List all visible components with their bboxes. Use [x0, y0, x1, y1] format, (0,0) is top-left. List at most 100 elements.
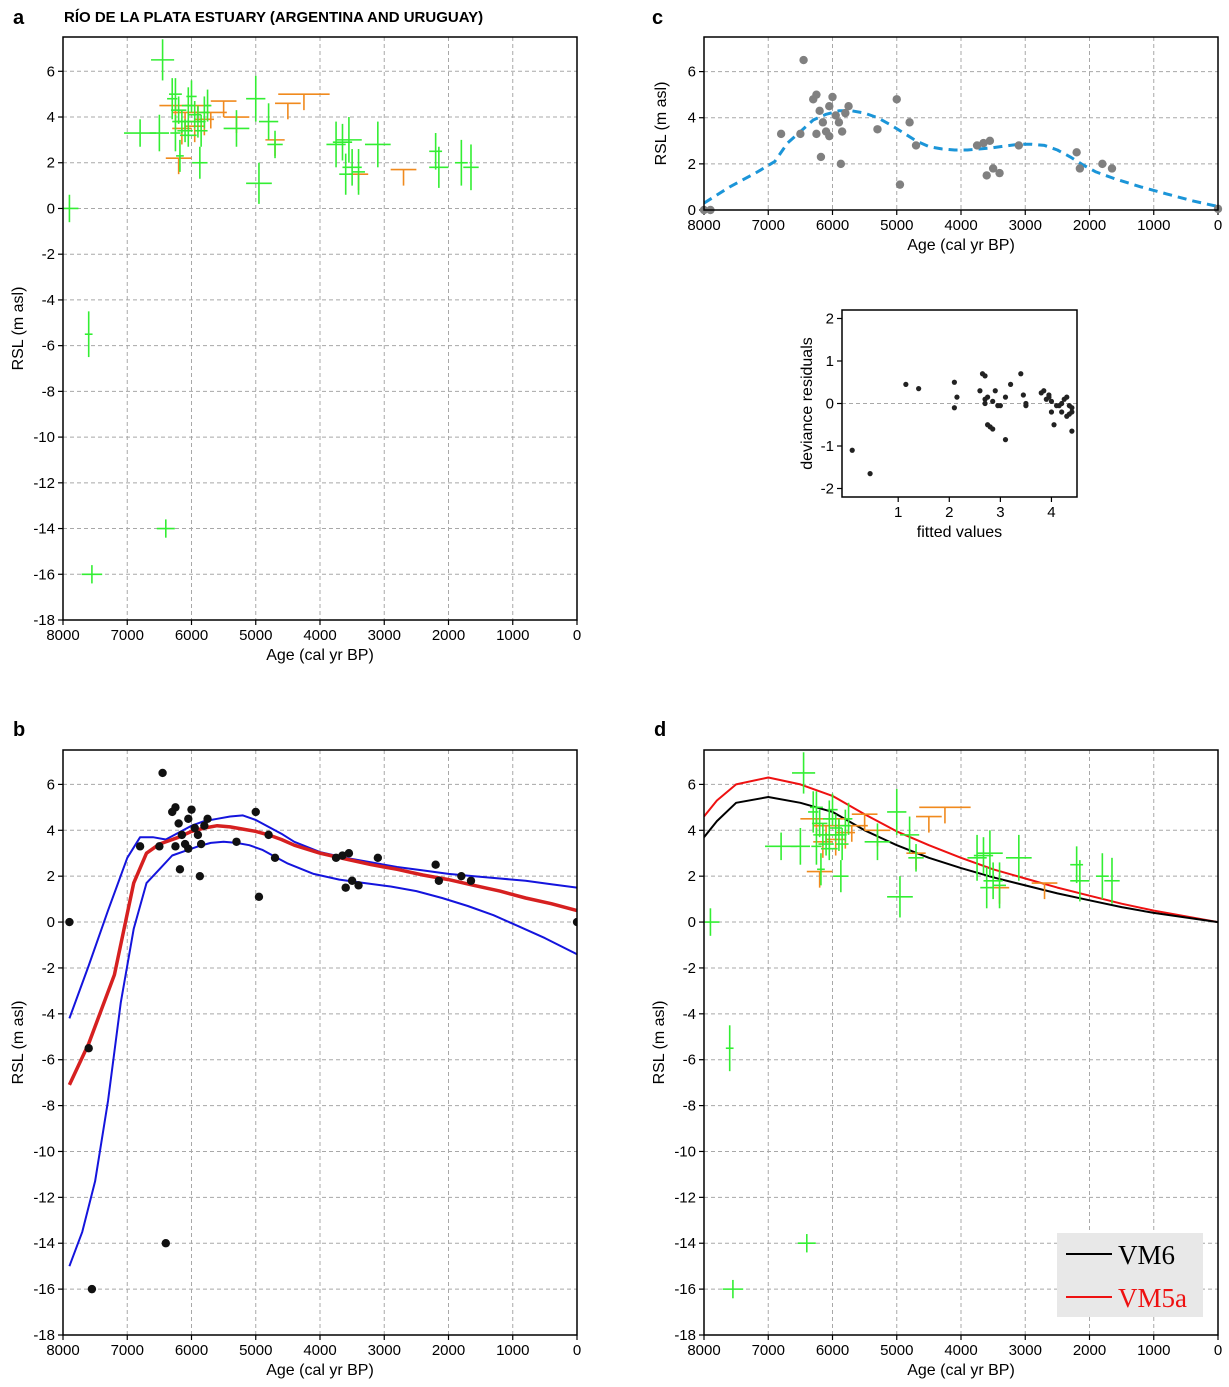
data-point: [895, 180, 905, 189]
y-tick-label: -12: [674, 1189, 696, 1206]
data-point: [985, 136, 995, 145]
x-tick-label: 5000: [239, 627, 272, 644]
index-point: [177, 119, 193, 143]
residual-point: [849, 447, 855, 453]
data-point: [818, 118, 828, 127]
data-point: [979, 138, 988, 148]
index-point: [336, 117, 362, 163]
data-point: [911, 141, 921, 150]
ticks: 8000 7000 6000 5000 4000 3000 2000 1000 0 -18 -16 -…: [33, 63, 581, 644]
model-lines: [704, 776, 1218, 924]
residual-point: [1069, 405, 1075, 411]
y-axis-label: RSL (m asl): [10, 1001, 27, 1085]
index-point: [887, 876, 913, 918]
residual-points: [849, 371, 1075, 477]
data-point: [825, 102, 834, 111]
residual-point: [1046, 392, 1052, 398]
data-point: [341, 883, 350, 892]
y-tick-label: 0: [47, 200, 55, 217]
residual-point: [1048, 409, 1055, 415]
legend-box: [1057, 1233, 1203, 1317]
limiting-point: [806, 870, 833, 888]
y-tick-label: -4: [42, 292, 55, 309]
y-tick-label: -10: [33, 429, 55, 446]
x-tick-label: 8000: [46, 1342, 79, 1359]
data-point: [184, 814, 193, 824]
y-tick-label: -12: [33, 1189, 55, 1206]
index-point: [1070, 860, 1090, 902]
index-point: [156, 519, 175, 538]
y-tick-label: 0: [826, 396, 834, 413]
y-tick-label: -16: [33, 566, 55, 583]
index-point: [797, 1234, 816, 1253]
upper-confidence-line: [68, 814, 577, 1019]
y-tick-label: -8: [683, 1098, 696, 1115]
y-tick-label: -4: [683, 1006, 696, 1023]
index-point: [169, 78, 182, 111]
y-tick-label: 6: [688, 64, 696, 81]
data-point: [799, 55, 808, 65]
y-tick-label: 4: [47, 109, 55, 126]
limiting-point: [851, 813, 878, 831]
data-point: [354, 881, 363, 890]
x-tick-label: 0: [573, 1342, 581, 1359]
index-point: [899, 816, 920, 854]
data-point: [796, 129, 805, 139]
index-point: [429, 146, 449, 188]
y-tick-label: -18: [33, 612, 55, 629]
index-point: [176, 139, 184, 172]
x-tick-label: 2000: [1073, 217, 1106, 234]
data-point: [338, 851, 347, 860]
index-point: [792, 752, 816, 794]
data-point: [1014, 141, 1024, 150]
index-point: [864, 823, 891, 861]
y-tick-label: 6: [688, 776, 696, 793]
index-point: [993, 862, 1006, 909]
index-point: [179, 123, 197, 147]
index-point: [1005, 834, 1032, 881]
x-axis-label: fitted values: [917, 524, 1002, 541]
x-tick-label: 2000: [1073, 1342, 1106, 1359]
index-point: [1104, 857, 1120, 904]
fit-line: [67, 823, 577, 1086]
data-point: [837, 127, 847, 136]
index-point: [339, 153, 353, 195]
data-point: [466, 876, 476, 885]
index-point: [829, 814, 843, 842]
plot-frame: [703, 749, 1219, 1336]
data-point: [200, 821, 209, 830]
y-tick-label: 2: [47, 868, 55, 885]
index-point: [429, 133, 443, 170]
y-tick-label: -14: [674, 1235, 696, 1252]
index-point: [817, 853, 825, 886]
legend-label-vm6: VM6: [1118, 1240, 1175, 1270]
data-point: [825, 131, 834, 141]
grid-lines: [704, 37, 1218, 210]
residual-point: [1059, 400, 1065, 407]
index-point: [192, 146, 208, 179]
plot-frame: [703, 36, 1219, 211]
legend: VM6 VM5a: [1057, 1233, 1203, 1317]
x-tick-label: 2: [945, 504, 953, 521]
data-point: [1072, 148, 1081, 157]
residual-point: [1020, 392, 1026, 398]
data-points: [65, 768, 577, 1294]
panel-label-d: d: [654, 719, 666, 741]
data-point: [841, 108, 850, 118]
data-point: [995, 168, 1004, 178]
x-tick-label: 1: [894, 504, 902, 521]
x-tick-label: 3000: [1009, 1342, 1042, 1359]
index-point: [820, 837, 838, 861]
residual-point: [990, 398, 996, 404]
data-point: [844, 102, 853, 111]
y-tick-label: -6: [42, 338, 55, 355]
y-tick-label: 0: [688, 202, 696, 219]
limiting-point: [919, 806, 971, 824]
y-tick-label: 2: [826, 311, 834, 328]
data-point: [184, 844, 193, 853]
index-point: [188, 101, 202, 129]
data-point: [174, 819, 183, 828]
data-point: [828, 92, 837, 102]
index-points: [63, 39, 479, 584]
x-axis-label: Age (cal yr BP): [266, 1362, 374, 1379]
